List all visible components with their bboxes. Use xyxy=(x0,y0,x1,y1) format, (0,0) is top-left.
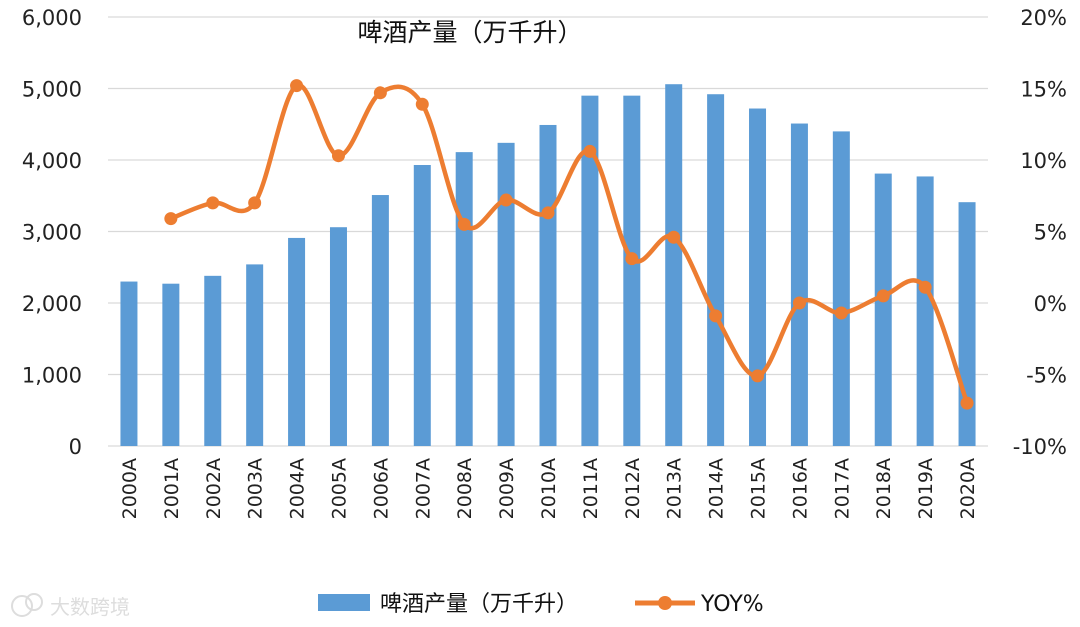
yoy-point-2004A xyxy=(290,79,304,93)
legend-bar-label: 啤酒产量（万千升） xyxy=(380,592,578,617)
right-axis-tick: -10% xyxy=(1013,435,1067,459)
bar-2009A xyxy=(497,142,515,446)
category-label: 2002A xyxy=(203,458,225,519)
category-label: 2003A xyxy=(245,458,267,519)
category-label: 2018A xyxy=(873,458,895,519)
bar-2008A xyxy=(455,152,473,446)
watermark-logo-ring-icon xyxy=(25,593,43,611)
watermark-logo-icon xyxy=(11,595,33,617)
yoy-point-2013A xyxy=(667,230,681,244)
category-label: 2017A xyxy=(831,458,853,519)
right-axis-tick: 0% xyxy=(1034,292,1067,316)
yoy-point-2020A xyxy=(960,396,974,410)
yoy-point-2008A xyxy=(457,217,471,231)
yoy-point-2014A xyxy=(709,309,723,323)
yoy-point-2006A xyxy=(373,86,387,100)
bar-2017A xyxy=(832,131,850,446)
left-axis-tick: 1,000 xyxy=(22,364,82,388)
right-axis-tick: -5% xyxy=(1026,364,1067,388)
right-axis-tick: 20% xyxy=(1020,6,1067,30)
left-axis-tick: 5,000 xyxy=(22,78,82,102)
yoy-point-2003A xyxy=(248,196,262,210)
bar-2000A xyxy=(120,281,138,446)
category-label: 2000A xyxy=(119,458,141,519)
right-axis-ticks: -10% -5% 0% 5% 10% 15% 20% xyxy=(1013,6,1067,459)
bar-2018A xyxy=(874,173,892,446)
watermark: 大数跨境 xyxy=(11,593,130,619)
watermark-text: 大数跨境 xyxy=(50,595,130,619)
yoy-point-2015A xyxy=(751,369,765,383)
category-label: 2005A xyxy=(328,458,350,519)
legend: 啤酒产量（万千升） YOY% xyxy=(318,592,764,617)
yoy-point-2002A xyxy=(206,196,220,210)
yoy-point-2018A xyxy=(876,289,890,303)
yoy-point-2019A xyxy=(918,280,932,294)
yoy-point-2001A xyxy=(164,212,178,226)
yoy-point-2012A xyxy=(625,252,639,266)
category-label: 2008A xyxy=(454,458,476,519)
category-label: 2020A xyxy=(957,458,979,519)
legend-bar-swatch xyxy=(318,594,370,611)
category-label: 2019A xyxy=(915,458,937,519)
yoy-line-series xyxy=(164,79,974,410)
bar-2001A xyxy=(162,283,180,446)
bar-2014A xyxy=(707,94,725,446)
category-label: 2009A xyxy=(496,458,518,519)
yoy-point-2017A xyxy=(834,306,848,320)
category-label: 2013A xyxy=(664,458,686,519)
left-axis-tick: 3,000 xyxy=(22,221,82,245)
category-label: 2012A xyxy=(622,458,644,519)
bar-2005A xyxy=(329,227,347,446)
bar-2019A xyxy=(916,176,934,446)
category-label: 2014A xyxy=(706,458,728,519)
bar-2016A xyxy=(790,123,808,446)
bar-2003A xyxy=(246,264,264,446)
category-label: 2016A xyxy=(789,458,811,519)
yoy-point-2010A xyxy=(541,206,555,220)
category-label: 2001A xyxy=(161,458,183,519)
legend-line-marker xyxy=(658,596,672,610)
yoy-point-2016A xyxy=(792,296,806,310)
bar-2011A xyxy=(581,95,599,447)
yoy-point-2005A xyxy=(331,149,345,163)
bar-2013A xyxy=(665,84,683,447)
x-axis-categories: 2000A 2001A 2002A 2003A 2004A 2005A 2006A 2007A… xyxy=(119,458,979,519)
chart-title: 啤酒产量（万千升） xyxy=(357,18,582,47)
bar-2006A xyxy=(371,195,389,446)
left-axis-tick: 2,000 xyxy=(22,292,82,316)
yoy-point-2007A xyxy=(415,97,429,111)
yoy-point-2011A xyxy=(583,144,597,158)
bar-2007A xyxy=(413,165,431,446)
category-label: 2007A xyxy=(412,458,434,519)
right-axis-tick: 5% xyxy=(1034,221,1067,245)
category-label: 2010A xyxy=(538,458,560,519)
bar-2004A xyxy=(288,237,306,446)
bar-2002A xyxy=(204,275,222,446)
left-axis-tick: 4,000 xyxy=(22,149,82,173)
category-label: 2011A xyxy=(580,458,602,519)
category-label: 2015A xyxy=(748,458,770,519)
left-axis-tick: 6,000 xyxy=(22,6,82,30)
legend-line-label: YOY% xyxy=(700,592,764,617)
yoy-point-2009A xyxy=(499,193,513,207)
bar-2012A xyxy=(623,95,641,447)
category-label: 2006A xyxy=(370,458,392,519)
bar-2015A xyxy=(749,108,767,447)
left-axis-ticks: 0 1,000 2,000 3,000 4,000 5,000 6,000 xyxy=(22,6,82,459)
right-axis-tick: 10% xyxy=(1020,149,1067,173)
bar-series xyxy=(120,84,976,447)
right-axis-tick: 15% xyxy=(1020,78,1067,102)
bar-2010A xyxy=(539,124,557,446)
left-axis-tick: 0 xyxy=(69,435,82,459)
category-label: 2004A xyxy=(287,458,309,519)
